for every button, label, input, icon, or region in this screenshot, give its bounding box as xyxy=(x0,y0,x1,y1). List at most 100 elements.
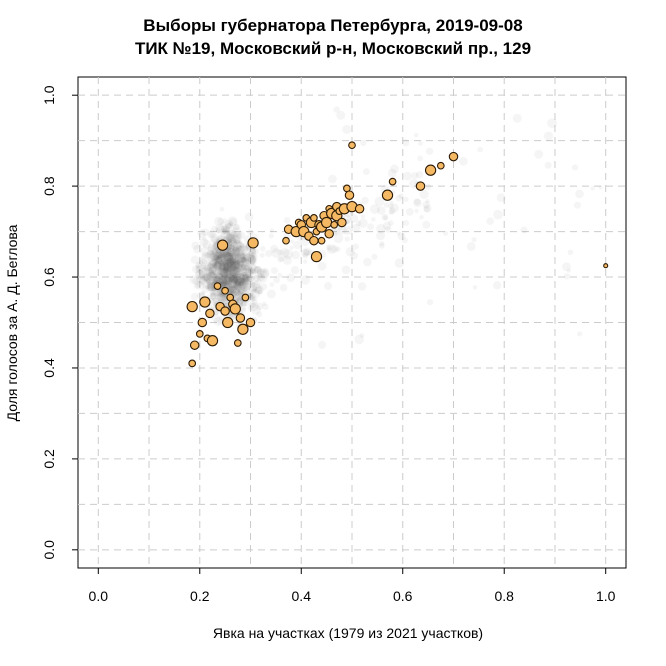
background-point xyxy=(371,253,378,260)
background-point xyxy=(236,241,243,248)
background-point xyxy=(212,276,220,283)
background-point xyxy=(243,265,250,271)
background-point xyxy=(230,264,236,270)
background-point xyxy=(388,203,394,209)
background-point xyxy=(236,260,241,265)
background-point xyxy=(244,263,253,271)
background-point xyxy=(242,269,252,278)
background-point xyxy=(235,284,242,292)
background-point xyxy=(547,118,557,128)
background-point xyxy=(219,250,225,256)
background-point xyxy=(235,285,242,292)
background-point xyxy=(231,271,237,277)
background-point xyxy=(206,283,215,292)
data-point xyxy=(186,300,198,313)
background-point xyxy=(215,254,220,259)
background-point xyxy=(251,298,258,306)
background-point xyxy=(283,217,291,224)
background-point xyxy=(207,271,217,281)
background-point xyxy=(224,265,232,273)
background-point xyxy=(235,272,246,283)
background-point xyxy=(218,262,226,271)
background-point xyxy=(207,246,213,252)
background-point xyxy=(241,271,251,281)
background-point xyxy=(230,276,236,282)
background-point xyxy=(190,255,199,264)
background-point xyxy=(471,237,477,243)
background-point xyxy=(228,244,235,252)
background-point xyxy=(215,248,226,259)
background-point xyxy=(376,231,386,241)
background-point xyxy=(228,280,237,289)
background-point xyxy=(266,289,276,299)
background-point xyxy=(235,267,243,275)
background-point xyxy=(204,273,213,283)
background-point xyxy=(417,155,424,162)
background-point xyxy=(211,263,217,269)
background-point xyxy=(242,275,253,285)
background-point xyxy=(222,263,230,271)
background-point xyxy=(222,251,232,261)
background-point xyxy=(248,268,255,275)
background-point xyxy=(387,168,397,178)
background-point xyxy=(232,259,241,268)
background-point xyxy=(211,257,221,267)
background-point xyxy=(223,277,231,285)
background-point xyxy=(534,149,544,159)
background-point xyxy=(224,254,231,261)
background-point xyxy=(217,273,225,280)
background-point xyxy=(229,260,235,266)
background-point xyxy=(217,253,226,263)
background-point xyxy=(250,288,260,299)
background-point xyxy=(247,250,254,256)
background-point xyxy=(231,252,240,262)
background-point xyxy=(229,261,240,271)
background-point xyxy=(213,292,219,298)
background-point xyxy=(231,273,237,279)
data-point xyxy=(205,308,215,319)
background-point xyxy=(226,254,234,262)
background-point xyxy=(232,258,240,266)
background-point xyxy=(233,284,239,290)
data-point xyxy=(216,239,229,251)
background-point xyxy=(238,256,246,264)
background-point xyxy=(228,221,233,226)
background-point xyxy=(218,276,227,284)
background-point xyxy=(231,248,238,255)
background-point xyxy=(233,248,241,256)
background-point xyxy=(242,288,247,293)
background-point xyxy=(233,268,237,273)
background-point xyxy=(250,293,256,300)
background-point xyxy=(236,297,244,305)
background-point xyxy=(193,282,200,289)
background-point xyxy=(238,281,244,287)
background-point xyxy=(236,288,245,296)
background-point xyxy=(199,238,209,247)
background-point xyxy=(269,282,275,287)
background-point xyxy=(226,250,231,256)
background-point xyxy=(247,270,254,276)
background-point xyxy=(237,282,244,289)
background-point xyxy=(209,269,216,276)
background-point xyxy=(443,230,449,236)
background-point xyxy=(243,283,249,289)
background-point xyxy=(222,218,228,224)
background-point xyxy=(403,171,412,181)
background-point xyxy=(218,262,226,271)
data-point xyxy=(241,293,250,302)
background-point xyxy=(261,301,267,306)
background-point xyxy=(235,290,242,297)
background-point xyxy=(208,249,215,255)
data-point xyxy=(324,229,334,239)
background-point xyxy=(229,274,238,284)
background-point xyxy=(333,233,344,244)
background-point xyxy=(239,280,248,289)
background-point xyxy=(270,244,279,253)
background-point xyxy=(382,221,392,230)
background-point xyxy=(212,258,219,265)
background-point xyxy=(216,255,227,265)
background-point xyxy=(232,240,238,246)
background-point xyxy=(249,302,255,308)
background-point xyxy=(211,248,219,256)
background-point xyxy=(218,253,225,261)
